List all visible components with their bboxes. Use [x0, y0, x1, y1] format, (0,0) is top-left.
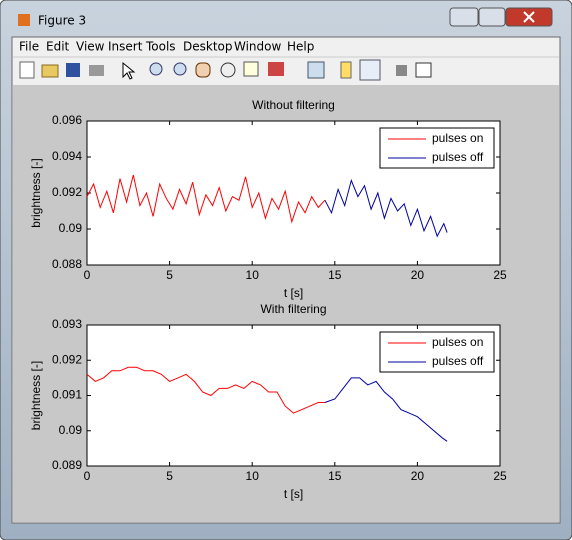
brush-icon[interactable] [268, 62, 284, 76]
rotate-icon[interactable] [220, 62, 236, 78]
app-icon [18, 14, 30, 26]
chart-title: With filtering [260, 302, 326, 316]
legend-label: pulses off [432, 354, 484, 368]
y-tick-label: 0.091 [52, 388, 82, 402]
menu-bar: File Edit View Insert Tools Desktop Window Help [19, 40, 314, 54]
y-tick-label: 0.096 [52, 113, 82, 127]
y-axis-label: brightness [-] [29, 361, 43, 430]
y-tick-label: 0.093 [52, 317, 82, 331]
y-tick-label: 0.09 [59, 221, 83, 235]
chart-title: Without filtering [252, 98, 335, 112]
menu-item[interactable]: View [76, 40, 105, 54]
legend-icon[interactable] [359, 59, 381, 81]
maximize-button[interactable] [478, 7, 506, 27]
x-tick-label: 15 [328, 268, 342, 282]
new-icon[interactable] [19, 61, 35, 79]
zoom-in-icon[interactable] [149, 62, 163, 76]
menu-item[interactable]: Insert [108, 40, 143, 54]
y-tick-label: 0.089 [52, 458, 82, 472]
legend-label: pulses on [432, 131, 483, 145]
x-tick-label: 10 [246, 469, 260, 483]
legend-label: pulses off [432, 150, 484, 164]
plots: Without filtering t [s] brightness [-] 0 5 10… [29, 98, 507, 501]
y-tick-label: 0.094 [52, 149, 82, 163]
x-tick-label: 15 [328, 469, 342, 483]
menu-item[interactable]: Help [287, 40, 314, 54]
show-icon[interactable] [415, 62, 432, 78]
x-axis-label: t [s] [284, 286, 303, 300]
legend-label: pulses on [432, 335, 483, 349]
y-tick-label: 0.088 [52, 257, 82, 271]
colorbar-icon[interactable] [340, 61, 352, 79]
menu-item[interactable]: Desktop [183, 40, 233, 54]
menu-item[interactable]: Edit [46, 40, 70, 54]
datacursor-icon[interactable] [243, 61, 259, 77]
print-icon[interactable] [89, 65, 104, 76]
toolbar [19, 59, 432, 81]
x-tick-label: 20 [411, 469, 425, 483]
open-icon[interactable] [41, 64, 59, 78]
x-tick-label: 0 [84, 469, 91, 483]
zoom-out-icon[interactable] [173, 62, 187, 76]
x-tick-label: 25 [493, 268, 507, 282]
x-tick-label: 10 [246, 268, 260, 282]
data-line [86, 174, 326, 224]
x-tick-label: 0 [84, 268, 91, 282]
pointer-icon[interactable] [122, 61, 136, 80]
data-line [324, 178, 448, 238]
save-icon[interactable] [66, 63, 80, 77]
minimize-button[interactable] [449, 7, 479, 27]
y-axis-label: brightness [-] [29, 158, 43, 227]
x-tick-label: 20 [411, 268, 425, 282]
menu-item[interactable]: Window [234, 40, 282, 54]
data-line [86, 366, 325, 414]
pan-icon[interactable] [195, 62, 211, 78]
menu-item[interactable]: Tools [145, 40, 176, 54]
data-line [324, 377, 448, 442]
x-axis-label: t [s] [284, 487, 303, 501]
x-tick-label: 5 [166, 469, 173, 483]
hide-icon[interactable] [396, 65, 407, 76]
close-icon [523, 11, 535, 23]
x-tick-label: 25 [493, 469, 507, 483]
legend [379, 331, 495, 373]
menu-item[interactable]: File [19, 40, 39, 54]
y-tick-label: 0.09 [59, 423, 83, 437]
link-icon[interactable] [307, 61, 325, 79]
y-tick-label: 0.092 [52, 352, 82, 366]
window-title: Figure 3 [38, 14, 86, 28]
x-tick-label: 5 [166, 268, 173, 282]
legend [379, 127, 495, 169]
y-tick-label: 0.092 [52, 185, 82, 199]
